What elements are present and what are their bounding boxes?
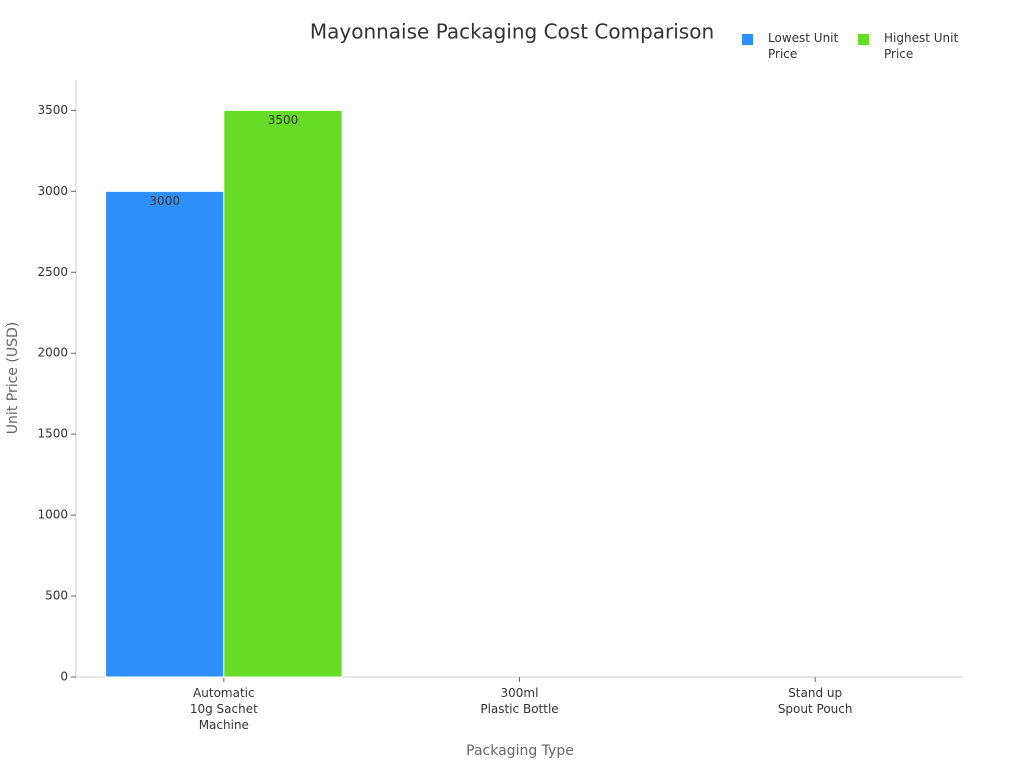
- x-axis-title: Packaging Type: [466, 743, 574, 759]
- x-tick-label: Automatic 10g Sachet Machine: [189, 686, 258, 732]
- y-tick-label: 500: [45, 589, 68, 603]
- chart-title: Mayonnaise Packaging Cost Comparison: [310, 20, 714, 44]
- y-tick-label: 3000: [37, 184, 68, 198]
- legend-item: Lowest Unit Price: [742, 30, 848, 62]
- y-tick-label: 2500: [37, 265, 68, 279]
- data-label: 3000: [149, 194, 180, 208]
- legend-label: Highest Unit Price: [884, 31, 959, 61]
- y-tick-label: 0: [60, 670, 68, 684]
- x-tick-label: 300ml Plastic Bottle: [480, 686, 559, 716]
- legend-item: Highest Unit Price: [858, 30, 964, 62]
- y-tick-label: 3500: [37, 103, 68, 117]
- legend-label: Lowest Unit Price: [768, 31, 839, 61]
- bar: [105, 190, 225, 678]
- y-tick-label: 2000: [37, 346, 68, 360]
- y-tick-label: 1000: [37, 508, 68, 522]
- x-tick-label: Stand up Spout Pouch: [777, 686, 853, 716]
- y-tick-label: 1500: [37, 427, 68, 441]
- y-axis-title: Unit Price (USD): [5, 322, 21, 434]
- bar: [223, 109, 343, 678]
- legend-swatch: [858, 34, 869, 45]
- data-label: 3500: [268, 113, 299, 127]
- legend-swatch: [742, 34, 753, 45]
